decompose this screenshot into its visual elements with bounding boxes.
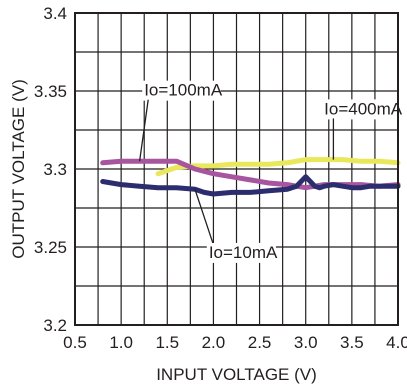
annotation-leader-line	[194, 189, 214, 244]
x-tick-label: 2.5	[248, 333, 272, 352]
y-tick-labels: 3.2 3.25 3.3 3.35 3.4	[34, 4, 67, 335]
annotation-label: Io=10mA	[209, 243, 278, 262]
annotation-label: Io=400mA	[324, 99, 403, 118]
x-tick-label: 2.0	[202, 333, 226, 352]
x-tick-label: 1.0	[109, 333, 133, 352]
y-axis-title: OUTPUT VOLTAGE (V)	[9, 79, 28, 258]
annotations: Io=100mA Io=400mA Io=10mA	[138, 80, 403, 263]
y-tick-label: 3.3	[43, 160, 67, 179]
x-tick-label: 3.0	[294, 333, 318, 352]
series-line-io-100ma	[100, 158, 401, 191]
x-axis-title: INPUT VOLTAGE (V)	[156, 365, 317, 384]
plot-frame	[74, 12, 399, 326]
y-tick-label: 3.2	[43, 316, 67, 335]
y-tick-label: 3.35	[34, 82, 67, 101]
x-tick-label: 0.5	[63, 333, 87, 352]
annotation-leader-line	[138, 99, 149, 162]
x-tick-label: 3.5	[340, 333, 364, 352]
y-tick-label: 3.25	[34, 238, 67, 257]
series-lines	[100, 157, 401, 197]
annotation-label: Io=100mA	[144, 81, 223, 100]
series-line-io-10ma	[100, 174, 401, 197]
grid	[75, 13, 398, 325]
x-tick-labels: 0.5 1.0 1.5 2.0 2.5 3.0 3.5 4.0	[63, 333, 407, 352]
annotation-background	[206, 242, 276, 263]
annotation-background	[322, 99, 401, 120]
x-tick-label: 4.0	[386, 333, 407, 352]
series-line-io-400ma	[155, 157, 401, 177]
y-tick-label: 3.4	[43, 4, 67, 23]
x-tick-label: 1.5	[155, 333, 179, 352]
annotation-background	[142, 80, 221, 101]
